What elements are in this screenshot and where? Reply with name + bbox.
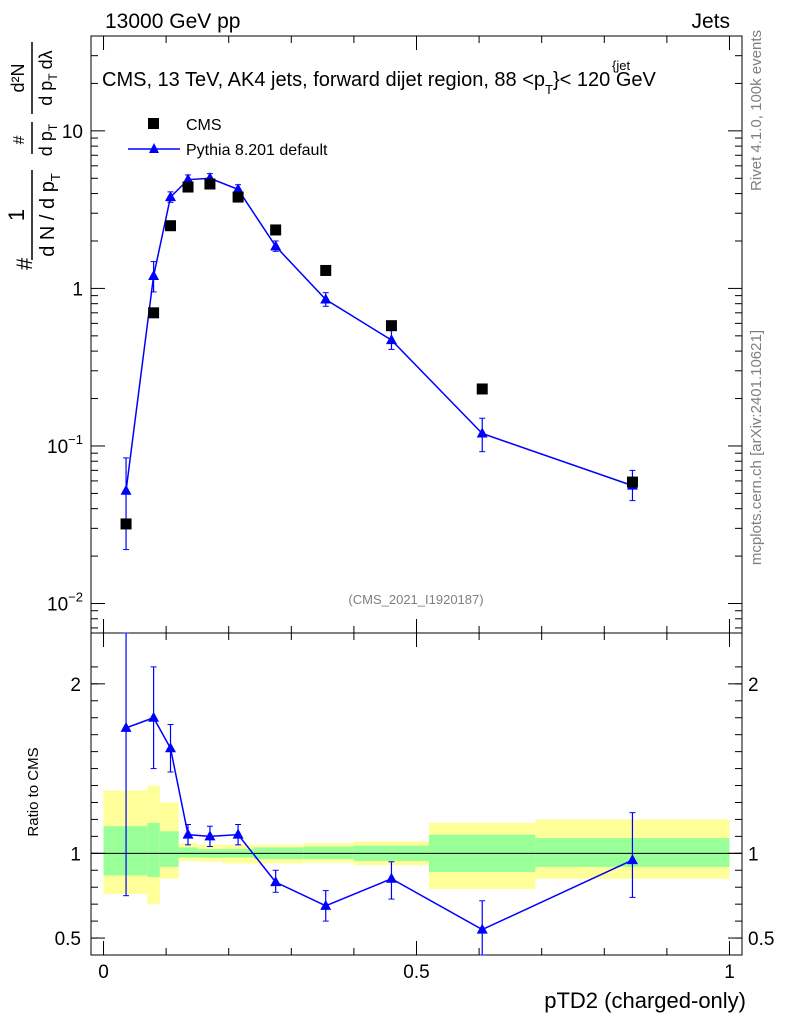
y-tick-label: 10 (62, 122, 83, 143)
cms-point (164, 220, 176, 232)
pythia-point (385, 334, 397, 345)
ratio-tick-label-right: 2 (748, 675, 759, 696)
plot-title-superscript: {jet (612, 58, 630, 73)
data-series (120, 172, 638, 956)
cms-point (626, 476, 638, 488)
legend-label-cms: CMS (186, 117, 222, 134)
stat-uncertainty-band (178, 847, 198, 858)
ratio-tick-label: 0.5 (55, 929, 81, 950)
cms-point (120, 518, 132, 530)
ticks: 10−2 10−1 1 10 0 0.5 1 0.5 0.5 1 1 2 2 (47, 35, 774, 983)
cms-point (385, 320, 397, 332)
y-tick-label: 10−2 (47, 590, 83, 616)
axes (90, 35, 743, 956)
legend-label-pythia: Pythia 8.201 default (186, 142, 328, 159)
cms-point (182, 181, 194, 193)
cms-point (270, 224, 282, 236)
x-axis-label: pTD2 (charged-only) (544, 988, 746, 1013)
y-label-frac-num: 1 (4, 209, 29, 221)
ratio-tick-label-right: 0.5 (748, 929, 774, 950)
legend-marker-cms (148, 118, 159, 129)
x-tick-label: 1 (724, 962, 735, 983)
header-left: 13000 GeV pp (105, 10, 240, 33)
ratio-tick-label-right: 1 (748, 844, 759, 865)
ratio-y-label: Ratio to CMS (25, 747, 42, 836)
cms-point (320, 264, 332, 276)
cms-point (148, 307, 160, 319)
ratio-frame (90, 632, 743, 956)
ratio-point (182, 828, 194, 839)
y-label-prefix: # (12, 257, 37, 270)
x-tick-label: 0 (98, 962, 109, 983)
cms-point (204, 178, 216, 190)
y-label-frac2-num: # (11, 135, 28, 144)
ratio-point (320, 899, 332, 910)
side-text-site: mcplots.cern.ch [arXiv:2401.10621] (748, 330, 765, 565)
pythia-point (232, 183, 244, 194)
ratio-point (270, 876, 282, 887)
ratio-point (385, 872, 397, 883)
stat-uncertainty-band (147, 822, 160, 878)
legend-marker-pythia (149, 143, 159, 153)
y-label-deriv-den: d pTdλ (36, 50, 60, 105)
stat-uncertainty-band (103, 826, 148, 876)
pythia-line (125, 177, 633, 491)
ratio-point (626, 854, 638, 865)
ratio-point (232, 828, 244, 839)
y-label-deriv-num: d²N (8, 63, 28, 92)
cms-point (232, 191, 244, 203)
legend: CMS Pythia 8.201 default (128, 117, 328, 159)
ratio-point (476, 923, 488, 934)
pythia-point (164, 191, 176, 202)
ratio-tick-label: 1 (70, 844, 81, 865)
y-tick-label: 1 (72, 279, 83, 300)
ratio-point (164, 742, 176, 753)
pythia-point (182, 173, 194, 184)
cms-point (476, 383, 488, 395)
x-tick-label: 0.5 (403, 962, 429, 983)
stat-uncertainty-band (159, 831, 179, 867)
y-tick-label: 10−1 (47, 432, 83, 458)
pythia-point (148, 269, 160, 280)
y-label-frac-den: d N / d pT (37, 173, 63, 257)
side-text-rivet: Rivet 4.1.0, 100k events (748, 30, 765, 191)
pythia-point (476, 427, 488, 438)
ratio-bands (103, 785, 730, 905)
pythia-point (120, 484, 132, 495)
ratio-point (204, 830, 216, 841)
y-axis-label: # 1 d N / d pT # d pT d²N d pTdλ (4, 42, 63, 270)
header-right: Jets (691, 10, 730, 33)
pythia-point (270, 240, 282, 251)
ratio-point (120, 721, 132, 732)
plot-title: CMS, 13 TeV, AK4 jets, forward dijet reg… (102, 69, 657, 97)
ratio-tick-label: 2 (70, 675, 81, 696)
pythia-point (320, 293, 332, 304)
ratio-point (148, 711, 160, 722)
analysis-id: (CMS_2021_I1920187) (348, 592, 483, 607)
y-label-frac2-den: d pT (36, 123, 60, 156)
